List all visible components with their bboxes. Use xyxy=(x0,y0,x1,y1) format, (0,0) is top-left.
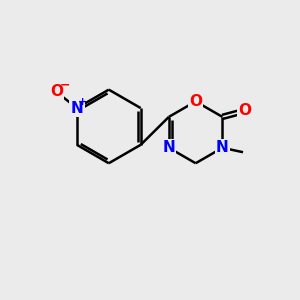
Text: N: N xyxy=(216,140,229,155)
Text: N: N xyxy=(163,140,175,155)
Text: O: O xyxy=(189,94,202,109)
Text: +: + xyxy=(78,97,87,106)
Text: N: N xyxy=(70,100,83,116)
Text: O: O xyxy=(238,103,251,118)
Text: −: − xyxy=(59,79,70,92)
Text: O: O xyxy=(50,84,63,99)
